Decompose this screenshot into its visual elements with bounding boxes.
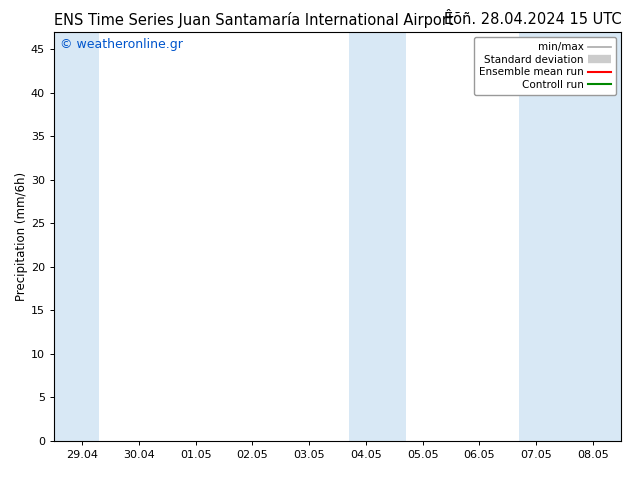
Y-axis label: Precipitation (mm/6h): Precipitation (mm/6h) xyxy=(15,172,28,301)
Text: © weatheronline.gr: © weatheronline.gr xyxy=(60,38,183,51)
Legend: min/max, Standard deviation, Ensemble mean run, Controll run: min/max, Standard deviation, Ensemble me… xyxy=(474,37,616,95)
Bar xyxy=(349,32,406,441)
Text: ENS Time Series Juan Santamaría International Airport: ENS Time Series Juan Santamaría Internat… xyxy=(54,12,453,28)
Bar xyxy=(519,32,621,441)
Text: Êõñ. 28.04.2024 15 UTC: Êõñ. 28.04.2024 15 UTC xyxy=(444,12,621,27)
Bar xyxy=(54,32,100,441)
